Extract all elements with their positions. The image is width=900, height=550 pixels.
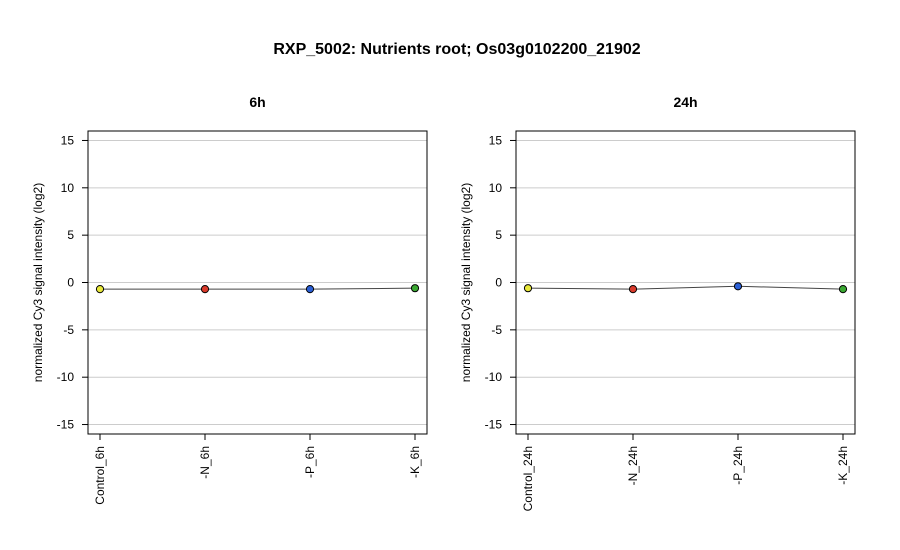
x-tick-label: -K_24h [836,446,850,485]
series-line [100,287,416,290]
x-tick-label: -N_24h [626,446,640,485]
panel-0: 6h -15 -10 -5 0 5 10 15 normalized Cy3 signal in… [31,94,428,505]
data-point [410,284,420,293]
data-point [95,285,105,294]
data-point [733,282,743,291]
data-point [305,285,315,294]
x-tick-label: -K_6h [408,446,422,478]
y-tick-label: 10 [489,181,503,195]
data-point [628,285,638,294]
y-tick-label: 0 [67,276,74,290]
y-tick-label: -10 [57,370,75,384]
y-tick-label: -15 [57,418,75,432]
chart-main-title: RXP_5002: Nutrients root; Os03g0102200_2… [273,41,640,58]
panel-title: 6h [249,94,265,110]
y-tick-label: 10 [61,181,75,195]
y-tick-label: 5 [495,228,502,242]
x-tick-label: Control_24h [521,446,535,511]
data-point [838,285,848,294]
plot-frame [87,130,428,435]
y-tick-label: 5 [67,228,74,242]
panel-title: 24h [673,94,697,110]
x-tick-label: -P_6h [303,446,317,478]
y-axis-label: normalized Cy3 signal intensity (log2) [31,183,45,382]
plot-frame [515,130,856,435]
y-tick-label: -5 [63,323,74,337]
chart-panels: 6h -15 -10 -5 0 5 10 15 normalized Cy3 signal in… [31,94,856,511]
y-axis-label: normalized Cy3 signal intensity (log2) [459,183,473,382]
x-tick-label: -N_6h [198,446,212,479]
data-point [523,284,533,293]
series-line [527,285,844,290]
y-tick-label: -5 [491,323,502,337]
y-tick-label: -10 [485,370,503,384]
data-point [200,285,210,294]
y-tick-label: 15 [489,133,503,147]
x-tick-label: Control_6h [93,446,107,505]
y-tick-label: 0 [495,276,502,290]
panel-1: 24h -15 -10 -5 0 5 10 15 normalized Cy3 signal i… [459,94,856,511]
x-tick-label: -P_24h [731,446,745,485]
y-tick-label: -15 [485,418,503,432]
y-tick-label: 15 [61,133,75,147]
